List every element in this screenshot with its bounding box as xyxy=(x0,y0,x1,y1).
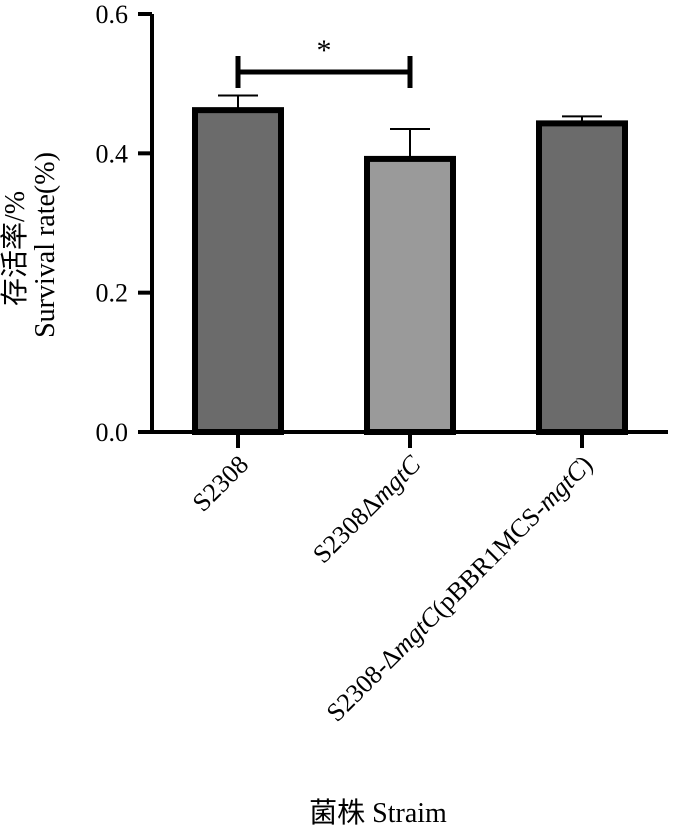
x-tick-label: S2308 xyxy=(187,450,255,518)
bar xyxy=(192,107,284,435)
x-tick-label: S2308ΔmgtC xyxy=(307,449,427,569)
y-axis-title-cn: 存活率/% xyxy=(0,191,31,306)
y-tick-label: 0.0 xyxy=(96,418,129,447)
significance-label: * xyxy=(317,34,332,67)
significance-bracket: * xyxy=(235,34,413,88)
x-tick-label: S2308-ΔmgtC(pBBR1MCS-mgtC) xyxy=(321,450,599,728)
bar xyxy=(536,120,628,435)
y-tick-label: 0.6 xyxy=(96,0,129,29)
x-axis-title: 菌株 Straim xyxy=(309,797,447,829)
y-axis-title: 存活率/% Survival rate(%) xyxy=(0,152,61,338)
bars xyxy=(192,107,628,435)
y-tick-label: 0.2 xyxy=(96,279,129,308)
error-bars xyxy=(218,94,602,159)
y-axis-title-en: Survival rate(%) xyxy=(30,152,61,338)
bar xyxy=(364,155,456,435)
y-tick-label: 0.4 xyxy=(96,139,129,168)
category-labels: S2308 S2308ΔmgtCS2308-ΔmgtC(pBBR1MCS-mgtC… xyxy=(187,449,599,727)
